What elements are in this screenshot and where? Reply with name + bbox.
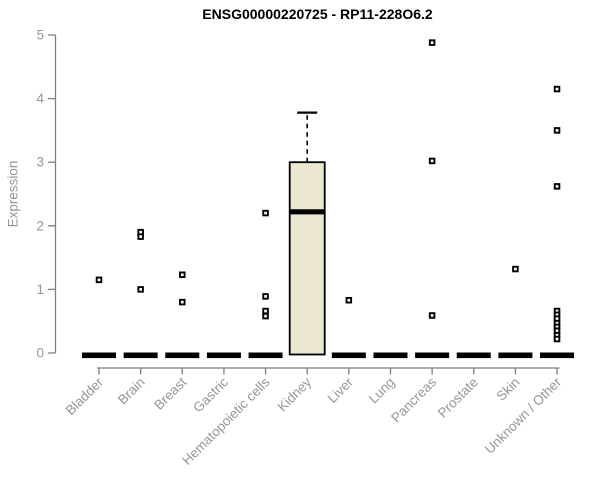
outlier-point — [553, 85, 561, 93]
zero-expression-bar — [540, 352, 575, 359]
outlier-point — [262, 293, 269, 300]
y-tick-label: 4 — [36, 91, 44, 106]
box — [288, 161, 326, 356]
zero-expression-bar — [206, 352, 241, 359]
zero-expression-bar — [331, 352, 366, 359]
outlier-point — [428, 157, 436, 165]
x-tick-label: Prostate — [435, 375, 481, 421]
outlier-point — [95, 276, 103, 284]
x-tick-label: Kidney — [275, 374, 315, 414]
y-tick-label: 1 — [36, 282, 44, 297]
outlier-point — [345, 296, 353, 304]
y-tick-label: 3 — [36, 155, 44, 170]
outlier-point — [137, 286, 144, 293]
x-tick-label: Gastric — [190, 374, 231, 415]
outlier-point — [179, 271, 186, 279]
x-tick-label: Skin — [493, 375, 522, 404]
x-tick-label: Breast — [151, 374, 189, 412]
outlier-point — [262, 209, 269, 217]
x-tick-label: Bladder — [63, 374, 107, 418]
zero-expression-bar — [456, 352, 491, 359]
y-tick-label: 2 — [36, 218, 44, 233]
x-tick-label: Liver — [325, 374, 357, 406]
chart-title: ENSG00000220725 - RP11-228O6.2 — [202, 6, 433, 22]
outlier-point — [512, 265, 519, 273]
zero-expression-bar — [415, 352, 450, 359]
x-tick-label: Lung — [366, 375, 398, 407]
outlier-point — [137, 233, 144, 240]
y-tick-label: 0 — [36, 346, 44, 361]
outlier-point — [179, 298, 186, 306]
zero-expression-bar — [165, 352, 200, 359]
x-tick-label: Unknown / Other — [482, 374, 565, 457]
x-tick-label: Brain — [115, 375, 148, 408]
zero-expression-bar — [123, 352, 158, 359]
outlier-point — [428, 312, 436, 319]
zero-expression-bar — [373, 352, 408, 359]
y-tick-label: 5 — [36, 28, 44, 43]
outlier-point — [262, 312, 269, 320]
zero-expression-bar — [498, 352, 533, 359]
outlier-point — [262, 307, 269, 315]
zero-expression-bar — [82, 352, 116, 359]
outlier-point — [553, 335, 561, 343]
outlier-point — [553, 183, 561, 190]
x-tick-label: Pancreas — [388, 374, 439, 425]
zero-expression-bar — [248, 352, 283, 359]
outlier-point — [428, 39, 436, 46]
outlier-point — [553, 127, 561, 134]
